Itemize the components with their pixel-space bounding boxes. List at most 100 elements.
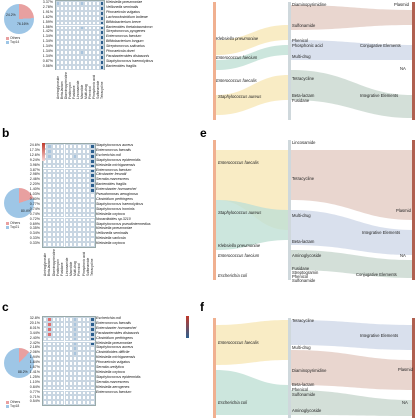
heatmap-cell (60, 331, 65, 337)
heatmap-cell (86, 163, 91, 169)
species-label: Staphylococcus haemolyticus (106, 58, 154, 63)
heatmap-cell (88, 54, 92, 60)
sankey-f-left-1: Escherichia coli (218, 400, 248, 405)
percentage-value: 1.34% (42, 53, 53, 58)
heatmap-cell (100, 40, 104, 46)
heatmap-cell (60, 193, 65, 198)
heatmap-cell (47, 390, 52, 396)
heatmap-cell (86, 153, 91, 159)
heatmap-cell (73, 193, 78, 198)
heatmap-cell (43, 168, 48, 174)
heatmap-cell (43, 341, 48, 347)
pie-label-big: 76.16% (17, 22, 29, 26)
heatmap-cell (73, 197, 78, 203)
heatmap-cell (76, 59, 80, 65)
heatmap-cell (51, 326, 56, 332)
heatmap-cell (68, 317, 74, 322)
heatmap-cell (68, 20, 72, 26)
heatmap-cell (77, 346, 82, 352)
species-label: Klebsiella michiganensis (96, 162, 136, 167)
sankey-e-right-1: Integrative Elements (362, 230, 401, 235)
heatmap-cell (64, 173, 69, 179)
heatmap-cell (60, 35, 64, 41)
heatmap-cell (47, 163, 52, 169)
heatmap-cell (88, 35, 92, 41)
species-label: Klebsiella pneumoniae (96, 226, 133, 231)
heatmap-cell (100, 30, 104, 36)
heatmap-cell (77, 193, 82, 198)
heatmap-cell (73, 356, 78, 362)
heatmap-cell (90, 232, 95, 238)
heatmap-cell (43, 183, 48, 189)
heatmap-cell (68, 217, 74, 223)
percentage-value: 1.84% (29, 360, 40, 365)
heatmap-cell (55, 188, 61, 193)
heatmap-cell (81, 390, 86, 396)
heatmap-cell (73, 168, 78, 174)
heatmap-cell (88, 15, 92, 21)
heatmap-cell (86, 227, 91, 233)
heatmap-cell (68, 45, 72, 50)
heatmap-cell (81, 197, 86, 203)
heatmap-cell (90, 346, 95, 352)
heatmap-cell (47, 242, 52, 247)
sankey-f-right-0: Integrative Elements (360, 333, 399, 338)
heatmap-cell (84, 15, 88, 21)
heatmap-cell (90, 341, 95, 347)
heatmap-cell (84, 59, 88, 65)
heatmap-cell (51, 317, 56, 322)
heatmap-cell (86, 237, 91, 242)
heatmap-cell (77, 361, 82, 366)
percentage-value: 0.71% (29, 394, 40, 399)
heatmap-cell (92, 5, 96, 11)
heatmap-cell (43, 317, 48, 322)
heatmap-cell (64, 202, 69, 208)
percentage-value: 0.77% (29, 201, 40, 206)
species-label: Staphylococcus aureus (96, 143, 134, 147)
heatmap-cell (64, 207, 69, 213)
heatmap-cell (60, 1, 64, 6)
pie-chart-a (4, 4, 34, 34)
heatmap-cell (77, 385, 82, 391)
heatmap-cell (51, 390, 56, 396)
sankey-e-left-0: Enterococcus faecalis (218, 160, 259, 165)
heatmap-cell (64, 64, 68, 70)
heatmap-cell (92, 25, 96, 31)
heatmap-cell (73, 144, 78, 149)
heatmap-cell (86, 207, 91, 213)
heatmap-cell (73, 385, 78, 391)
heatmap-cell (47, 144, 52, 149)
percentage-value: 24.6% (29, 143, 40, 147)
sankey-e-left-3: Enterococcus faecium (218, 253, 260, 258)
species-label: Enterobacter hormaechei (96, 325, 137, 330)
heatmap-cell (86, 197, 91, 203)
heatmap-cell (90, 385, 95, 391)
heatmap-cell (51, 395, 56, 401)
heatmap-cell (64, 356, 69, 362)
heatmap-cell (55, 366, 61, 371)
heatmap-cell (55, 178, 61, 184)
heatmap-cell (51, 370, 56, 376)
heatmap-cell (51, 361, 56, 366)
heatmap-cell (60, 366, 65, 371)
heatmap-cell (64, 30, 68, 36)
heatmap-cell (73, 212, 78, 218)
heatmap-cell (68, 390, 74, 396)
heatmap-cell (77, 178, 82, 184)
heatmap-cell (60, 30, 64, 36)
heatmap-cell (47, 361, 52, 366)
column-label: Diaminopyrimidine (51, 248, 56, 276)
heatmap-cell (84, 50, 88, 55)
species-label: Staphylococcus epidermidis (96, 157, 141, 162)
heatmap-cell (43, 188, 48, 193)
sankey-d-right-3: Integrative Elements (360, 93, 399, 98)
species-label: Klebsiella oxytoca (96, 241, 125, 246)
heatmap-cell (64, 20, 68, 26)
heatmap-cell (100, 20, 104, 26)
heatmap-cell (80, 45, 84, 50)
heatmap-cell (90, 370, 95, 376)
sankey-f-left-0: Enterococcus faecalis (218, 340, 259, 345)
heatmap-cell (81, 168, 86, 174)
heatmap-cell (86, 366, 91, 371)
heatmap-cell (90, 400, 95, 406)
